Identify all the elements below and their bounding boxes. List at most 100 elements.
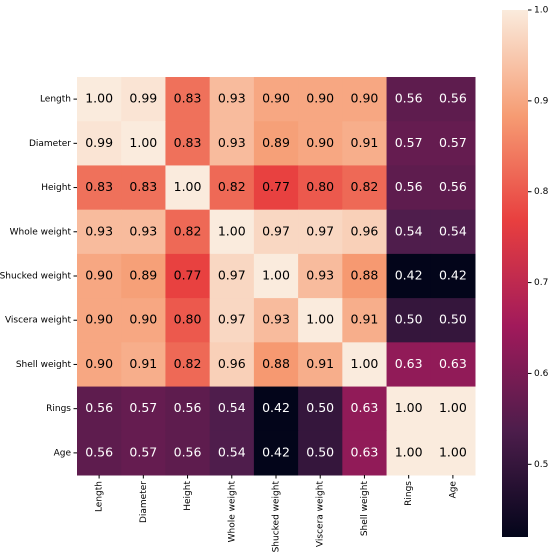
heatmap-cell: [386, 386, 432, 432]
heatmap-cell: [253, 253, 299, 299]
heatmap-cell: [430, 342, 476, 388]
cell-label: 0.77: [262, 179, 290, 194]
x-tick-label: Rings: [404, 481, 414, 506]
heatmap-cell: [165, 77, 211, 122]
colorbar-tick-label: 0.8: [534, 187, 549, 197]
cell-label: 0.56: [439, 179, 467, 194]
cell-label: 0.50: [306, 400, 334, 415]
heatmap-cell: [77, 121, 122, 166]
heatmap-cell: [121, 386, 166, 432]
y-tick-label: Height: [41, 183, 71, 193]
cell-label: 1.00: [351, 356, 379, 371]
cell-label: 1.00: [174, 179, 202, 194]
cell-label: 0.99: [85, 135, 113, 150]
x-tick-label: Shell weight: [360, 481, 370, 537]
cell-label: 0.42: [262, 400, 290, 415]
cell-label: 0.97: [306, 223, 334, 238]
cell-label: 0.93: [218, 91, 246, 106]
cell-label: 0.90: [85, 356, 113, 371]
heatmap-cell: [298, 430, 343, 476]
heatmap-cell: [253, 165, 299, 211]
heatmap-cell: [165, 209, 211, 255]
heatmap-cell: [342, 298, 388, 343]
cell-label: 1.00: [439, 444, 467, 459]
cell-label: 0.57: [129, 400, 157, 415]
cell-label: 0.82: [174, 223, 202, 238]
cell-label: 0.88: [351, 268, 379, 283]
cell-label: 0.50: [306, 444, 334, 459]
cell-label: 0.50: [395, 312, 423, 327]
cell-label: 1.00: [85, 91, 113, 106]
cell-label: 0.56: [85, 400, 113, 415]
cell-label: 0.54: [395, 223, 423, 238]
x-tick-label: Length: [95, 481, 105, 512]
colorbar-tick-label: 0.5: [534, 460, 548, 470]
cell-label: 1.00: [306, 312, 334, 327]
y-tick-label: Age: [54, 448, 72, 458]
heatmap-cell: [209, 386, 255, 432]
heatmap-cell: [121, 298, 166, 343]
y-tick-label: Shucked weight: [0, 272, 71, 282]
cell-label: 0.96: [351, 223, 379, 238]
cell-label: 0.42: [439, 268, 467, 283]
cell-label: 0.82: [218, 179, 246, 194]
x-tick-label: Whole weight: [227, 481, 237, 543]
heatmap-cell: [430, 253, 476, 299]
cell-label: 0.56: [395, 179, 423, 194]
colorbar-tick-label: 0.6: [534, 369, 549, 379]
heatmap-cell: [77, 298, 122, 343]
cell-label: 0.88: [262, 356, 290, 371]
cell-label: 0.63: [351, 444, 379, 459]
heatmap-cell: [298, 209, 343, 255]
heatmap-cell: [430, 77, 476, 122]
cell-label: 0.90: [351, 91, 379, 106]
cell-label: 0.50: [439, 312, 467, 327]
cell-label: 0.93: [85, 223, 113, 238]
heatmap-cell: [121, 430, 166, 476]
cell-label: 0.83: [174, 135, 202, 150]
heatmap-cell: [298, 386, 343, 432]
cell-label: 1.00: [395, 444, 423, 459]
heatmap-cell: [209, 430, 255, 476]
heatmap-cell: [77, 165, 122, 211]
heatmap-cell: [253, 77, 299, 122]
cell-label: 0.57: [395, 135, 423, 150]
cell-label: 0.91: [129, 356, 157, 371]
cell-label: 0.93: [129, 223, 157, 238]
cell-label: 0.63: [395, 356, 423, 371]
cell-label: 1.00: [439, 400, 467, 415]
heatmap-cell: [253, 209, 299, 255]
heatmap-cell: [77, 430, 122, 476]
cell-label: 0.63: [351, 400, 379, 415]
cell-label: 0.91: [351, 312, 379, 327]
heatmap-cell: [209, 165, 255, 211]
cell-label: 0.56: [174, 400, 202, 415]
colorbar-tick-label: 0.7: [534, 278, 548, 288]
cell-label: 0.54: [218, 400, 246, 415]
heatmap-cell: [121, 253, 166, 299]
heatmap-cell: [342, 253, 388, 299]
cell-label: 0.90: [262, 91, 290, 106]
heatmap-cell: [430, 298, 476, 343]
x-tick-label: Diameter: [139, 481, 149, 523]
x-tick-label: Age: [448, 481, 458, 499]
cell-label: 0.90: [306, 91, 334, 106]
heatmap-cell: [165, 386, 211, 432]
cell-label: 0.90: [306, 135, 334, 150]
heatmap-cell: [165, 342, 211, 388]
x-tick-label: Viscera weight: [316, 481, 326, 548]
heatmap-cell: [165, 165, 211, 211]
y-tick-label: Diameter: [29, 139, 71, 149]
heatmap-cell: [253, 298, 299, 343]
cell-label: 0.56: [85, 444, 113, 459]
heatmap-cell: [298, 77, 343, 122]
cell-label: 0.77: [174, 268, 202, 283]
heatmap-cell: [386, 165, 432, 211]
y-tick-label: Whole weight: [10, 227, 72, 237]
heatmap-cell: [430, 386, 476, 432]
x-tick-label: Shucked weight: [272, 481, 282, 553]
cell-label: 0.54: [439, 223, 467, 238]
cell-label: 0.93: [262, 312, 290, 327]
heatmap-cell: [430, 430, 476, 476]
